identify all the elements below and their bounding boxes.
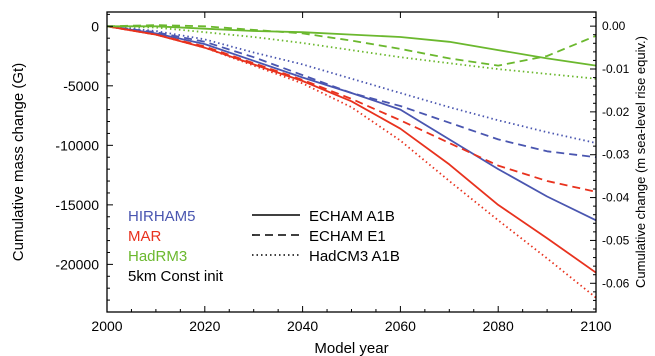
series-layer [106,24,597,299]
y-tick-label: -10000 [55,137,99,153]
series-line-hirham5-hadcm3-a1b [106,25,597,144]
y-tick-label: -5000 [63,78,99,94]
x-tick-label: 2040 [287,318,318,334]
y2-axis-title: Cumulative change (m sea-level rise equi… [633,36,648,288]
series-line-mar-hadcm3-a1b [106,25,597,299]
series-line-hadrm3-echam-a1b [107,25,597,67]
series-line-hirham5-echam-e1 [106,25,597,159]
y2-tick-label: 0.00 [602,19,626,33]
series-line-hadrm3-echam-e1 [106,24,597,67]
y-axis-title: Cumulative mass change (Gt) [10,63,27,261]
x-tick-label: 2020 [189,318,220,334]
y2-tick-label: -0.03 [602,148,630,162]
x-tick-label: 2100 [580,318,611,334]
legend-scenario-hadcm3-a1b: HadCM3 A1B [309,248,400,265]
y-tick-label: -15000 [55,197,99,213]
y-axis-left: 0 -5000 -10000 -15000 -20000 [55,13,113,301]
y2-tick-label: -0.04 [602,191,630,205]
series-line-hadrm3-hadcm3-a1b [106,25,597,80]
x-tick-label: 2060 [385,318,416,334]
x-axis: 2000 2020 2040 2060 2080 2100 [91,12,612,334]
x-tick-label: 2000 [91,318,122,334]
legend-model-hadrm3: HadRM3 [128,248,187,265]
legend: HIRHAM5 MAR HadRM3 5km Const init ECHAM … [128,208,400,285]
y-tick-label: -20000 [55,256,99,272]
x-tick-label: 2080 [483,318,514,334]
plot-frame [106,11,597,313]
legend-model-const-init: 5km Const init [128,268,224,285]
y2-tick-label: -0.02 [602,105,630,119]
y-tick-label: 0 [91,18,99,34]
x-axis-title: Model year [314,340,388,356]
legend-model-mar: MAR [128,228,162,245]
series-line-hirham5-echam-a1b [106,25,597,222]
legend-scenario-echam-a1b: ECHAM A1B [309,208,395,225]
legend-scenario-echam-e1: ECHAM E1 [309,228,386,245]
y-axis-right: 0.00 -0.01 -0.02 -0.03 -0.04 -0.05 -0.06 [590,17,630,310]
y2-tick-label: -0.01 [602,62,630,76]
legend-model-hirham5: HIRHAM5 [128,208,196,225]
y2-tick-label: -0.05 [602,233,630,247]
series-line-mar-echam-e1 [106,25,597,193]
y2-tick-label: -0.06 [602,276,630,290]
